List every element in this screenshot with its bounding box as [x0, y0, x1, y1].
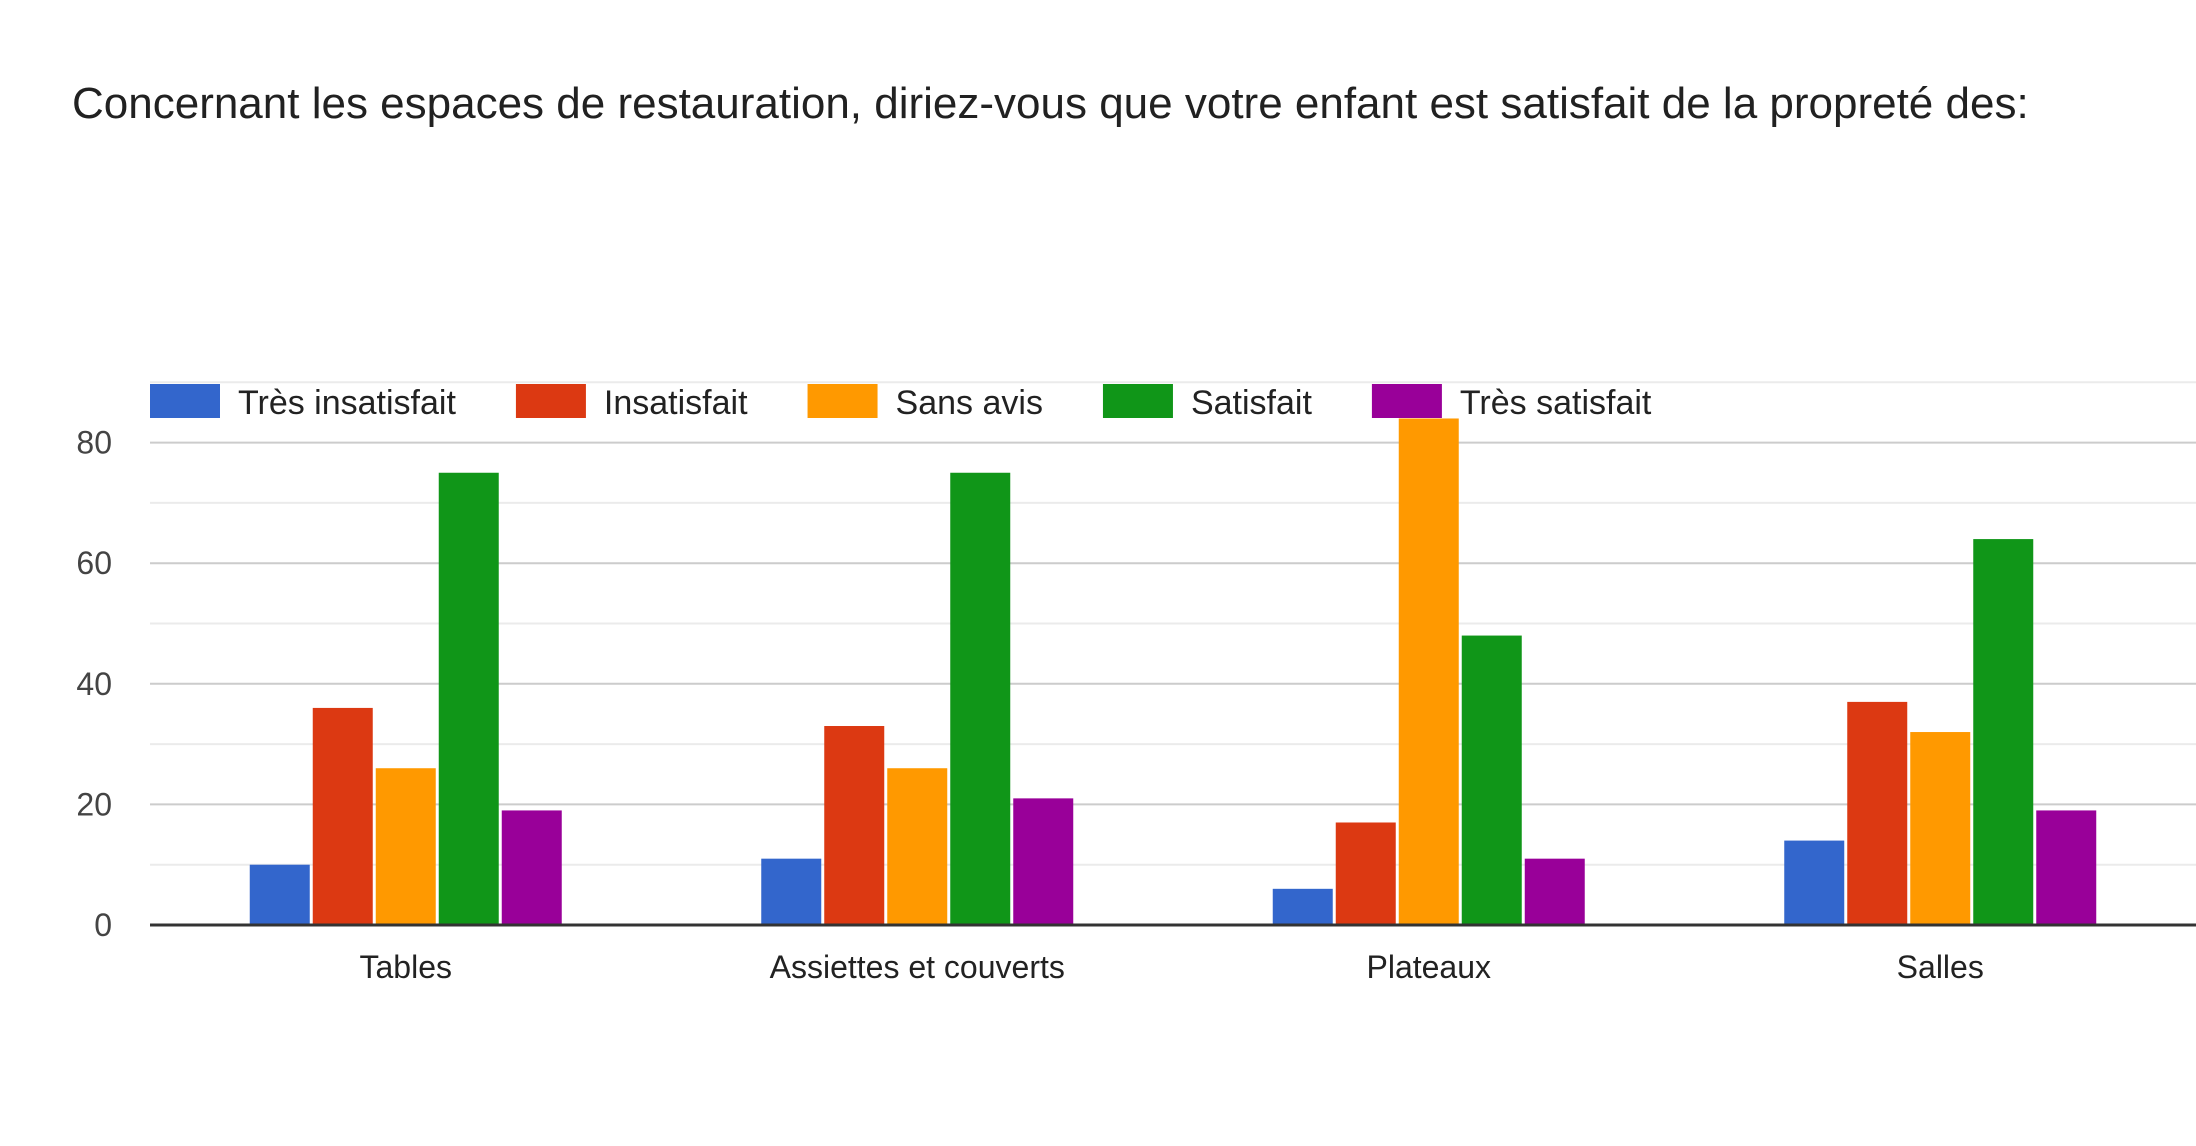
y-tick-label: 0: [94, 907, 112, 943]
bar: [887, 768, 948, 925]
legend-item: Insatisfait: [515, 384, 748, 422]
legend-label: Très satisfait: [1460, 384, 1652, 422]
bar: [438, 472, 499, 925]
bar: [1335, 822, 1396, 925]
legend-item: Satisfait: [1102, 384, 1312, 422]
bars: [249, 418, 2097, 925]
y-tick-label: 20: [76, 786, 112, 822]
legend-item: Très satisfait: [1371, 384, 1652, 422]
y-tick-label: 40: [76, 666, 112, 702]
y-tick-label: 80: [76, 425, 112, 461]
x-tick-label: Tables: [360, 949, 453, 985]
bar: [375, 768, 436, 925]
bar: [1013, 798, 1074, 925]
bar: [761, 858, 822, 925]
legend-label: Insatisfait: [604, 384, 748, 422]
bar: [1847, 701, 1908, 925]
bar: [1910, 732, 1971, 925]
bar: [1398, 418, 1459, 925]
legend-label: Très insatisfait: [238, 384, 456, 422]
x-tick-label: Plateaux: [1366, 949, 1491, 985]
bar: [312, 707, 373, 925]
bar: [501, 810, 562, 925]
x-tick-label: Salles: [1897, 949, 1984, 985]
bar: [249, 864, 310, 925]
chart-title: Concernant les espaces de restauration, …: [72, 79, 2029, 128]
y-axis-ticks: 0 20 40 60 80: [76, 425, 112, 943]
bar: [1784, 840, 1845, 925]
bar: [1524, 858, 1585, 925]
bar: [950, 472, 1011, 925]
legend-label: Satisfait: [1191, 384, 1312, 422]
x-tick-label: Assiettes et couverts: [770, 949, 1065, 985]
legend-swatch: [807, 384, 878, 418]
legend-label: Sans avis: [896, 384, 1043, 422]
legend-item: Sans avis: [807, 384, 1043, 422]
bar: [1461, 635, 1522, 925]
legend-swatch: [1102, 384, 1173, 418]
legend-item: Très insatisfait: [150, 384, 456, 422]
bar: [1272, 888, 1333, 925]
bar: [2036, 810, 2097, 925]
legend-swatch: [515, 384, 586, 418]
legend: Très insatisfait Insatisfait Sans avis Sati…: [150, 384, 1652, 422]
legend-swatch: [150, 384, 220, 418]
bar: [824, 726, 885, 925]
legend-swatch: [1371, 384, 1442, 418]
y-tick-label: 60: [76, 545, 112, 581]
x-axis: Tables Assiettes et couverts Plateaux Salle…: [150, 923, 2196, 985]
bar: [1973, 539, 2034, 925]
